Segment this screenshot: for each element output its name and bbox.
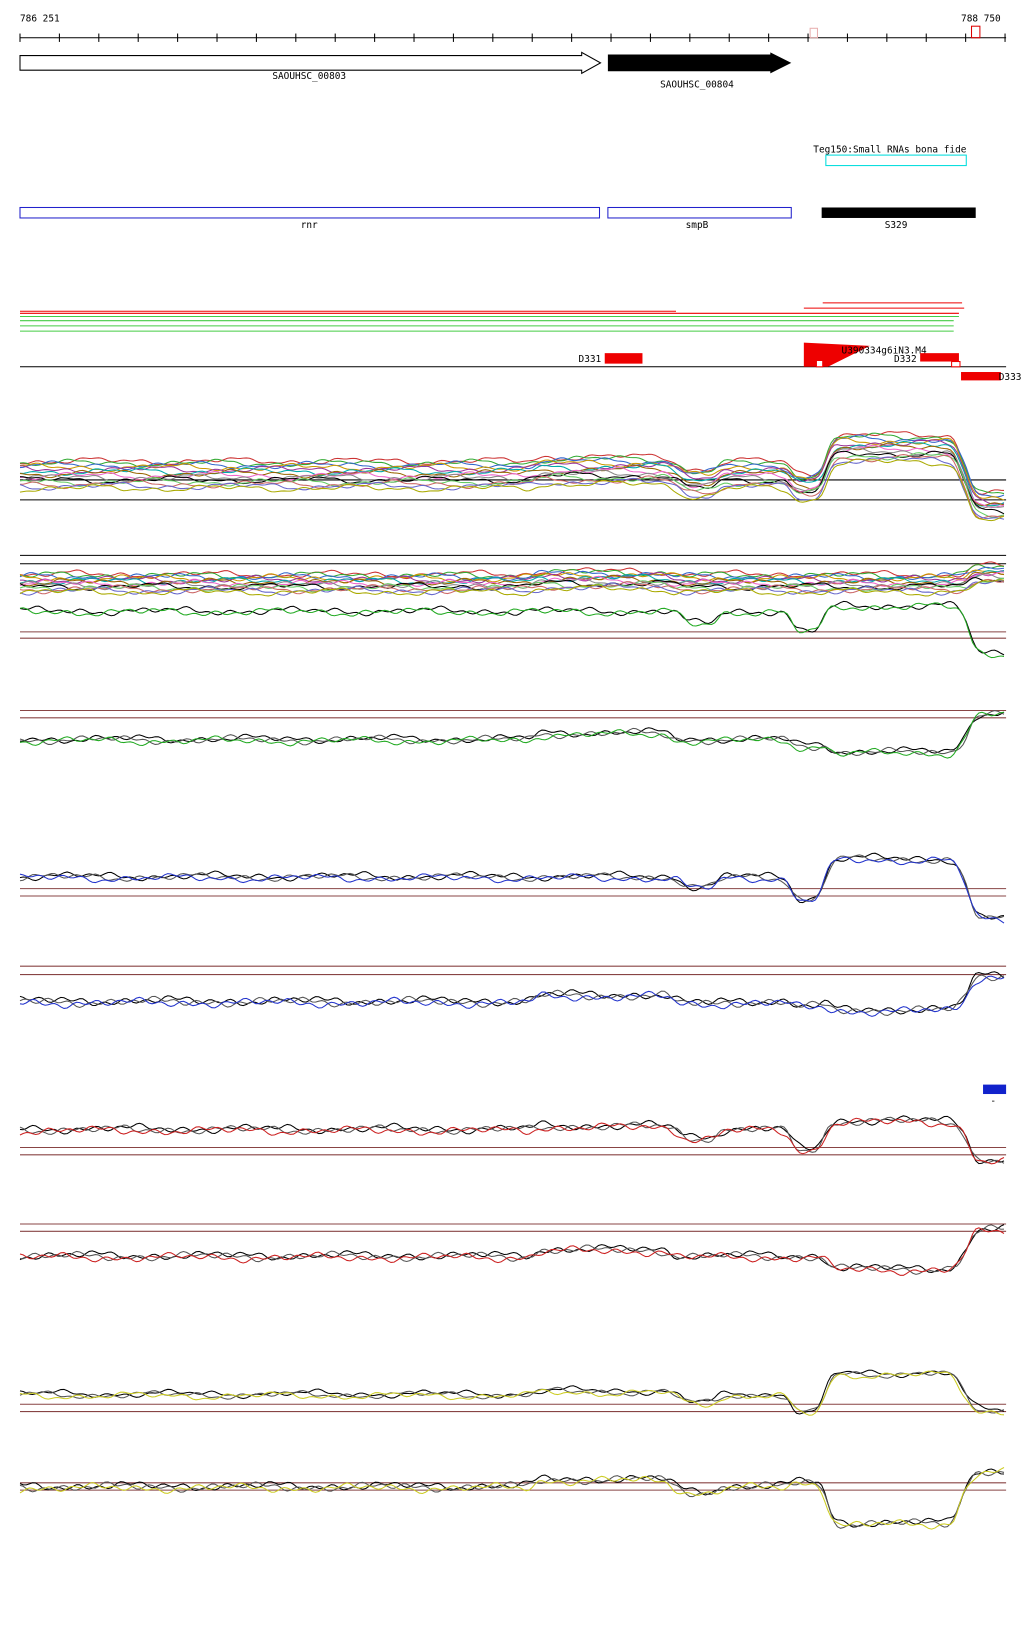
region-label: D331: [579, 354, 602, 365]
expression-tracks: [19, 431, 1007, 1530]
trace: [19, 570, 1005, 586]
gene-arrow: [19, 51, 602, 75]
trace: [19, 447, 1005, 509]
region-box: [951, 361, 961, 368]
trace: [19, 971, 1005, 1015]
region-box: [961, 372, 1001, 381]
trace: [19, 561, 1005, 580]
feature-label: smpB: [686, 220, 709, 231]
trace: [19, 1370, 1005, 1414]
trace: [19, 710, 1005, 756]
srna-label: Teg150:Small RNAs bona fide: [813, 144, 966, 155]
trace: [19, 437, 1005, 501]
ruler-marker: [809, 27, 818, 39]
ruler-end: 788 750: [961, 13, 1001, 24]
feature-label: rnr: [301, 220, 318, 231]
region-box: [815, 359, 824, 368]
ruler-ticks: [19, 33, 1006, 42]
feature-label: S329: [885, 220, 908, 231]
region-label: D333: [999, 372, 1022, 383]
trace: [19, 1224, 1005, 1275]
region-box: [604, 353, 643, 364]
trace: [19, 1467, 1005, 1530]
trace: [19, 566, 1005, 582]
region-box: [920, 353, 959, 362]
trace: [19, 854, 1005, 919]
gene-label: SAOUHSC_00803: [272, 71, 346, 82]
feature-box: [821, 207, 976, 218]
feature-box: [607, 206, 792, 219]
gene-arrow: [607, 52, 792, 74]
trace: [19, 570, 1005, 585]
legend-label: -: [990, 1096, 996, 1107]
trace: [19, 432, 1005, 495]
ruler-marker: [970, 25, 981, 39]
trace: [19, 711, 1005, 759]
gene-label: SAOUHSC_00804: [660, 79, 734, 90]
trace: [19, 974, 1005, 1016]
trace: [19, 602, 1005, 659]
trace: [19, 439, 1005, 505]
region-label: U390334g6iN3.M4: [842, 346, 927, 357]
srna-box: [825, 154, 967, 167]
ruler-start: 786 251: [20, 13, 60, 24]
trace: [19, 1227, 1005, 1276]
trace: [19, 1115, 1005, 1165]
region-label: D332: [894, 354, 917, 365]
legend-swatch: [983, 1084, 1007, 1095]
trace: [19, 1468, 1005, 1528]
feature-box: [19, 206, 601, 219]
trace: [19, 458, 1005, 522]
trace: [19, 431, 1005, 495]
trace: [19, 975, 1005, 1017]
trace: [19, 579, 1005, 596]
trace: [19, 569, 1005, 584]
trace: [19, 600, 1005, 656]
trace: [19, 852, 1005, 920]
trace: [19, 456, 1005, 520]
read-lines: [19, 302, 965, 332]
trace: [19, 1116, 1005, 1164]
trace: [19, 1471, 1005, 1529]
trace: [19, 576, 1005, 591]
trace: [19, 450, 1005, 515]
trace: [19, 1117, 1005, 1165]
trace: [19, 1369, 1005, 1415]
trace: [19, 856, 1005, 924]
trace: [19, 711, 1005, 755]
trace: [19, 579, 1005, 597]
trace: [19, 1370, 1005, 1416]
